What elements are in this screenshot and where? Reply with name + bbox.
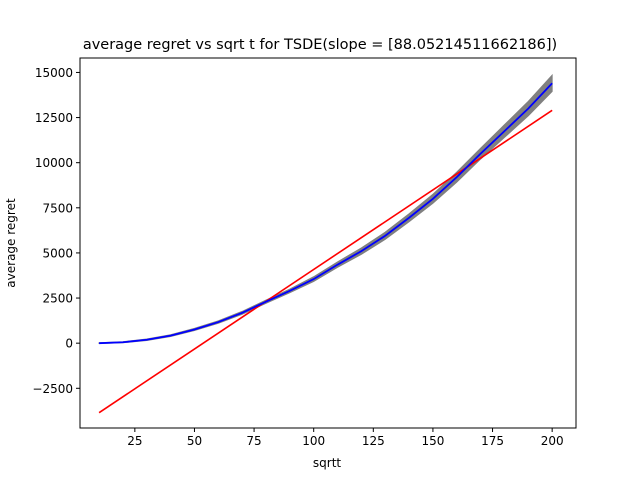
y-tick-label: 2500: [42, 292, 73, 306]
y-tick-label: 7500: [42, 201, 73, 215]
x-tick-label: 125: [362, 434, 385, 448]
y-tick-label: 15000: [35, 66, 73, 80]
y-tick-label: 10000: [35, 156, 73, 170]
series-mean-line: [99, 82, 553, 345]
x-tick-label: 50: [187, 434, 202, 448]
x-tick-label: 175: [481, 434, 504, 448]
y-tick-label: 0: [65, 337, 73, 351]
y-tick-label: 5000: [42, 246, 73, 260]
x-axis-label: sqrtt: [313, 456, 342, 470]
plot-frame: [79, 57, 577, 429]
y-tick-label: −2500: [32, 382, 73, 396]
y-tick-label: 12500: [35, 111, 73, 125]
x-tick-label: 25: [127, 434, 142, 448]
series-band: [98, 73, 553, 345]
x-axis: 25 50 75 100 125 150 175 200: [127, 428, 564, 448]
y-axis: −2500 0 2500 5000 7500 10000 12500 15000: [32, 66, 80, 396]
chart-title: average regret vs sqrt t for TSDE(slope …: [83, 37, 557, 53]
x-tick-label: 75: [246, 434, 261, 448]
series-fit-line: [98, 109, 553, 414]
plot-area: [98, 73, 553, 414]
x-tick-label: 200: [541, 434, 564, 448]
y-axis-label: average regret: [4, 198, 18, 288]
x-tick-label: 150: [421, 434, 444, 448]
x-tick-label: 100: [302, 434, 325, 448]
